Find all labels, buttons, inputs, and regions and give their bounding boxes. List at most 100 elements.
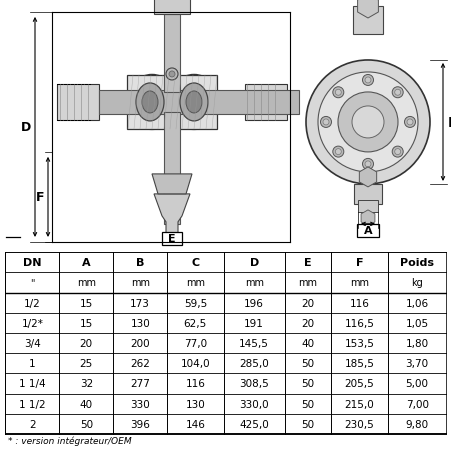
Circle shape bbox=[332, 87, 343, 98]
Text: 77,0: 77,0 bbox=[184, 338, 207, 348]
Text: 262: 262 bbox=[130, 359, 150, 368]
Text: 104,0: 104,0 bbox=[180, 359, 210, 368]
Bar bbox=[99, 91, 299, 115]
Text: 20: 20 bbox=[301, 298, 314, 308]
Circle shape bbox=[362, 75, 373, 86]
Text: 173: 173 bbox=[130, 298, 150, 308]
Text: 196: 196 bbox=[244, 298, 263, 308]
Ellipse shape bbox=[142, 92, 158, 114]
Circle shape bbox=[335, 90, 341, 96]
Circle shape bbox=[335, 149, 341, 155]
Text: 1/2*: 1/2* bbox=[21, 318, 43, 328]
Circle shape bbox=[351, 107, 383, 138]
Text: 62,5: 62,5 bbox=[184, 318, 207, 328]
Ellipse shape bbox=[169, 75, 219, 130]
Text: A: A bbox=[363, 226, 372, 235]
Circle shape bbox=[320, 117, 331, 128]
Circle shape bbox=[332, 147, 343, 158]
Ellipse shape bbox=[127, 75, 177, 130]
Ellipse shape bbox=[136, 84, 164, 122]
Text: 191: 191 bbox=[244, 318, 263, 328]
Text: 1,05: 1,05 bbox=[405, 318, 428, 328]
Text: mm: mm bbox=[349, 278, 368, 288]
Text: 130: 130 bbox=[130, 318, 150, 328]
Text: E: E bbox=[304, 258, 311, 267]
Text: 230,5: 230,5 bbox=[344, 419, 373, 429]
Text: 5,00: 5,00 bbox=[405, 379, 428, 389]
Text: 145,5: 145,5 bbox=[239, 338, 268, 348]
Text: 50: 50 bbox=[301, 379, 314, 389]
Text: 277: 277 bbox=[130, 379, 150, 389]
Polygon shape bbox=[360, 211, 374, 226]
Text: 1 1/4: 1 1/4 bbox=[19, 379, 46, 389]
Circle shape bbox=[364, 78, 370, 84]
Bar bbox=[57, 85, 99, 121]
Circle shape bbox=[391, 87, 402, 98]
Text: B: B bbox=[136, 258, 144, 267]
Text: 1 1/2: 1 1/2 bbox=[19, 399, 46, 409]
Text: 1: 1 bbox=[29, 359, 36, 368]
Text: 2: 2 bbox=[29, 419, 36, 429]
Text: 215,0: 215,0 bbox=[344, 399, 373, 409]
Text: 20: 20 bbox=[79, 338, 92, 348]
Circle shape bbox=[404, 117, 414, 128]
Text: 185,5: 185,5 bbox=[344, 359, 374, 368]
Text: 116: 116 bbox=[185, 379, 205, 389]
Text: 50: 50 bbox=[79, 419, 92, 429]
FancyBboxPatch shape bbox=[356, 225, 378, 237]
Text: 146: 146 bbox=[185, 419, 205, 429]
Text: 285,0: 285,0 bbox=[239, 359, 268, 368]
Circle shape bbox=[391, 147, 402, 158]
Text: 40: 40 bbox=[301, 338, 314, 348]
Circle shape bbox=[364, 161, 370, 167]
Polygon shape bbox=[359, 167, 376, 188]
Circle shape bbox=[406, 120, 412, 126]
Text: DN: DN bbox=[23, 258, 41, 267]
Text: mm: mm bbox=[185, 278, 204, 288]
Text: 7,00: 7,00 bbox=[405, 399, 428, 409]
Text: 50: 50 bbox=[301, 419, 314, 429]
Circle shape bbox=[305, 61, 429, 184]
Ellipse shape bbox=[186, 92, 202, 114]
Circle shape bbox=[337, 93, 397, 152]
Text: Poids: Poids bbox=[399, 258, 433, 267]
Polygon shape bbox=[152, 175, 192, 194]
Polygon shape bbox=[357, 0, 377, 19]
Circle shape bbox=[318, 73, 417, 173]
Text: 330: 330 bbox=[130, 399, 150, 409]
Text: F: F bbox=[355, 258, 363, 267]
Text: E: E bbox=[168, 233, 175, 244]
Bar bbox=[164, 113, 179, 225]
Ellipse shape bbox=[166, 69, 178, 81]
Text: mm: mm bbox=[130, 278, 149, 288]
Text: D: D bbox=[249, 258, 258, 267]
Bar bbox=[154, 0, 189, 15]
Text: 116,5: 116,5 bbox=[344, 318, 374, 328]
Circle shape bbox=[394, 149, 400, 155]
Text: 25: 25 bbox=[79, 359, 93, 368]
Text: F: F bbox=[36, 191, 44, 204]
Text: 15: 15 bbox=[79, 318, 93, 328]
Text: 330,0: 330,0 bbox=[239, 399, 268, 409]
Text: 396: 396 bbox=[130, 419, 150, 429]
Bar bbox=[127, 76, 216, 129]
Bar bbox=[357, 200, 377, 212]
Text: 3/4: 3/4 bbox=[24, 338, 41, 348]
Bar bbox=[244, 85, 286, 121]
Text: 425,0: 425,0 bbox=[239, 419, 268, 429]
Text: kg: kg bbox=[410, 278, 422, 288]
Text: 9,80: 9,80 bbox=[405, 419, 428, 429]
Bar bbox=[352, 7, 382, 35]
Text: 3,70: 3,70 bbox=[405, 359, 428, 368]
Text: mm: mm bbox=[298, 278, 317, 288]
Text: D: D bbox=[21, 121, 31, 134]
Circle shape bbox=[394, 90, 400, 96]
Text: A: A bbox=[82, 258, 90, 267]
Text: ": " bbox=[30, 278, 35, 288]
Bar bbox=[164, 15, 179, 93]
Bar bbox=[353, 184, 381, 204]
Text: 153,5: 153,5 bbox=[344, 338, 374, 348]
Text: 50: 50 bbox=[301, 359, 314, 368]
Text: 205,5: 205,5 bbox=[344, 379, 373, 389]
Text: 1,06: 1,06 bbox=[405, 298, 428, 308]
